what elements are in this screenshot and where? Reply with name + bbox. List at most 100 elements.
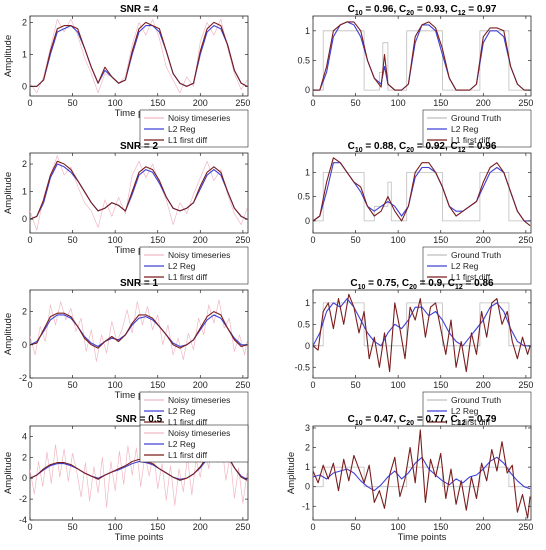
chart-7-x-tick-label: 250 [235,522,250,532]
chart-7-y-tick-label: -4 [19,515,27,525]
chart-6-series-l2 [313,298,531,347]
chart-5-plot-area [29,289,249,379]
chart-6-y-tick-label: 0 [305,341,310,351]
chart-4-y-tick-label: 0 [305,216,310,226]
chart-8-x-tick-label: 150 [433,522,448,532]
chart-2-series-l1 [313,21,531,91]
chart-2-x-tick-label: 0 [310,98,315,108]
chart-5-y-tick-label: 0 [22,340,27,350]
chart-8-y-axis-label: Amplitude [286,452,297,494]
chart-5-series-l2 [30,314,248,348]
chart-6-legend-label: L2 Reg [451,406,479,416]
chart-1-x-tick-label: 250 [235,98,250,108]
chart-8-y-tick-label: 2 [305,443,310,453]
chart-6-x-tick-label: 0 [310,380,315,390]
chart-4-plot-area [312,152,532,234]
chart-6-legend-label: Ground Truth [451,395,501,405]
chart-8-y-tick-label: -1 [302,501,310,511]
chart-4-x-tick-label: 200 [476,235,491,245]
chart-8-x-tick-label: 50 [351,522,361,532]
chart-2-y-tick-label: 0 [305,85,310,95]
chart-8-x-tick-label: 250 [518,522,533,532]
chart-2-x-tick-label: 200 [476,98,491,108]
chart-5-y-axis-label: Amplitude [3,313,14,355]
chart-8: 0 50 100 150 200 250 -1 0 1 2 3 Time points Amplitud… [286,414,533,543]
chart-1-x-axis-label: Time points [115,108,164,119]
chart-2-title: C10 = 0.96, C20 = 0.93, C12 = 0.97 [348,4,497,17]
chart-7-legend-label: L1 first diff [168,450,208,460]
chart-1-series-l2 [30,25,248,87]
chart-8-y-tick-label: 3 [305,423,310,433]
chart-3-legend-label: Noisy timeseries [168,250,230,260]
chart-2-y-tick-label: 1 [305,26,310,36]
chart-1-y-tick-label: 0 [22,81,27,91]
chart-6-x-tick-label: 50 [351,380,361,390]
chart-4-y-tick-label: 0.5 [297,192,310,202]
chart-1-y-tick-label: 2 [22,17,27,27]
chart-3-title: SNR = 2 [120,141,159,152]
chart-7-y-tick-label: 0 [22,473,27,483]
chart-5-x-tick-label: 100 [108,380,123,390]
chart-3-y-axis-label: Amplitude [3,172,14,214]
chart-4-x-tick-label: 250 [518,235,533,245]
chart-2-x-tick-label: 100 [391,98,406,108]
chart-4-series-l1 [313,157,531,227]
chart-6-series-l1 [313,293,531,373]
chart-8-x-axis-label: Time points [398,532,447,543]
chart-2-y-tick-label: 0.5 [297,55,310,65]
chart-5-x-axis-label: Time points [115,390,164,401]
chart-5-x-tick-label: 150 [150,380,165,390]
chart-3-y-tick-label: 0 [22,214,27,224]
chart-4-x-tick-label: 100 [391,235,406,245]
chart-3-x-tick-label: 250 [235,235,250,245]
chart-6-legend-label: L1 first diff [451,417,491,427]
chart-4-legend-label: Ground Truth [451,250,501,260]
chart-1-series-l1 [30,21,248,87]
chart-4-x-tick-label: 50 [351,235,361,245]
chart-5-x-tick-label: 250 [235,380,250,390]
chart-6-y-tick-label: -0.5 [294,362,310,372]
chart-7-x-axis-label: Time points [115,532,164,543]
chart-7-y-axis-label: Amplitude [3,452,14,494]
chart-5-series-noisy [30,299,248,362]
chart-2-legend-label: Ground Truth [451,113,501,123]
chart-5-legend-label: L1 first diff [168,417,208,427]
chart-2-legend-label: L1 first diff [451,135,491,145]
chart-3-series-noisy [30,155,248,231]
chart-1-legend-label: Noisy timeseries [168,113,230,123]
chart-1-x-tick-label: 150 [150,98,165,108]
chart-2-legend-label: L2 Reg [451,124,479,134]
chart-5-x-tick-label: 0 [27,380,32,390]
chart-6-y-tick-label: 0.5 [297,319,310,329]
chart-4-y-tick-label: 1 [305,167,310,177]
chart-2-x-tick-label: 250 [518,98,533,108]
chart-6-x-tick-label: 100 [391,380,406,390]
chart-3-x-tick-label: 100 [108,235,123,245]
chart-2-x-tick-label: 50 [351,98,361,108]
chart-6-x-tick-label: 200 [476,380,491,390]
chart-8-x-tick-label: 200 [476,522,491,532]
chart-3-legend-label: L1 first diff [168,272,208,282]
chart-5-series-l1 [30,311,248,349]
chart-7-x-tick-label: 150 [150,522,165,532]
chart-1-legend-label: L1 first diff [168,135,208,145]
chart-3-x-tick-label: 50 [68,235,78,245]
chart-8-plot-area [312,425,532,521]
chart-1: 0 50 100 150 200 250 0 1 2 Time points Amplitude SN… [3,4,250,148]
chart-4-x-tick-label: 150 [433,235,448,245]
chart-4-series-truth [313,171,531,222]
chart-7-y-tick-label: 2 [22,452,27,462]
chart-5-title: SNR = 1 [120,278,159,289]
chart-7-legend-label: L2 Reg [168,439,196,449]
chart-5-legend-label: Noisy timeseries [168,395,230,405]
chart-7-title: SNR = 0.5 [116,414,163,425]
chart-7-y-tick-label: 4 [22,431,27,441]
